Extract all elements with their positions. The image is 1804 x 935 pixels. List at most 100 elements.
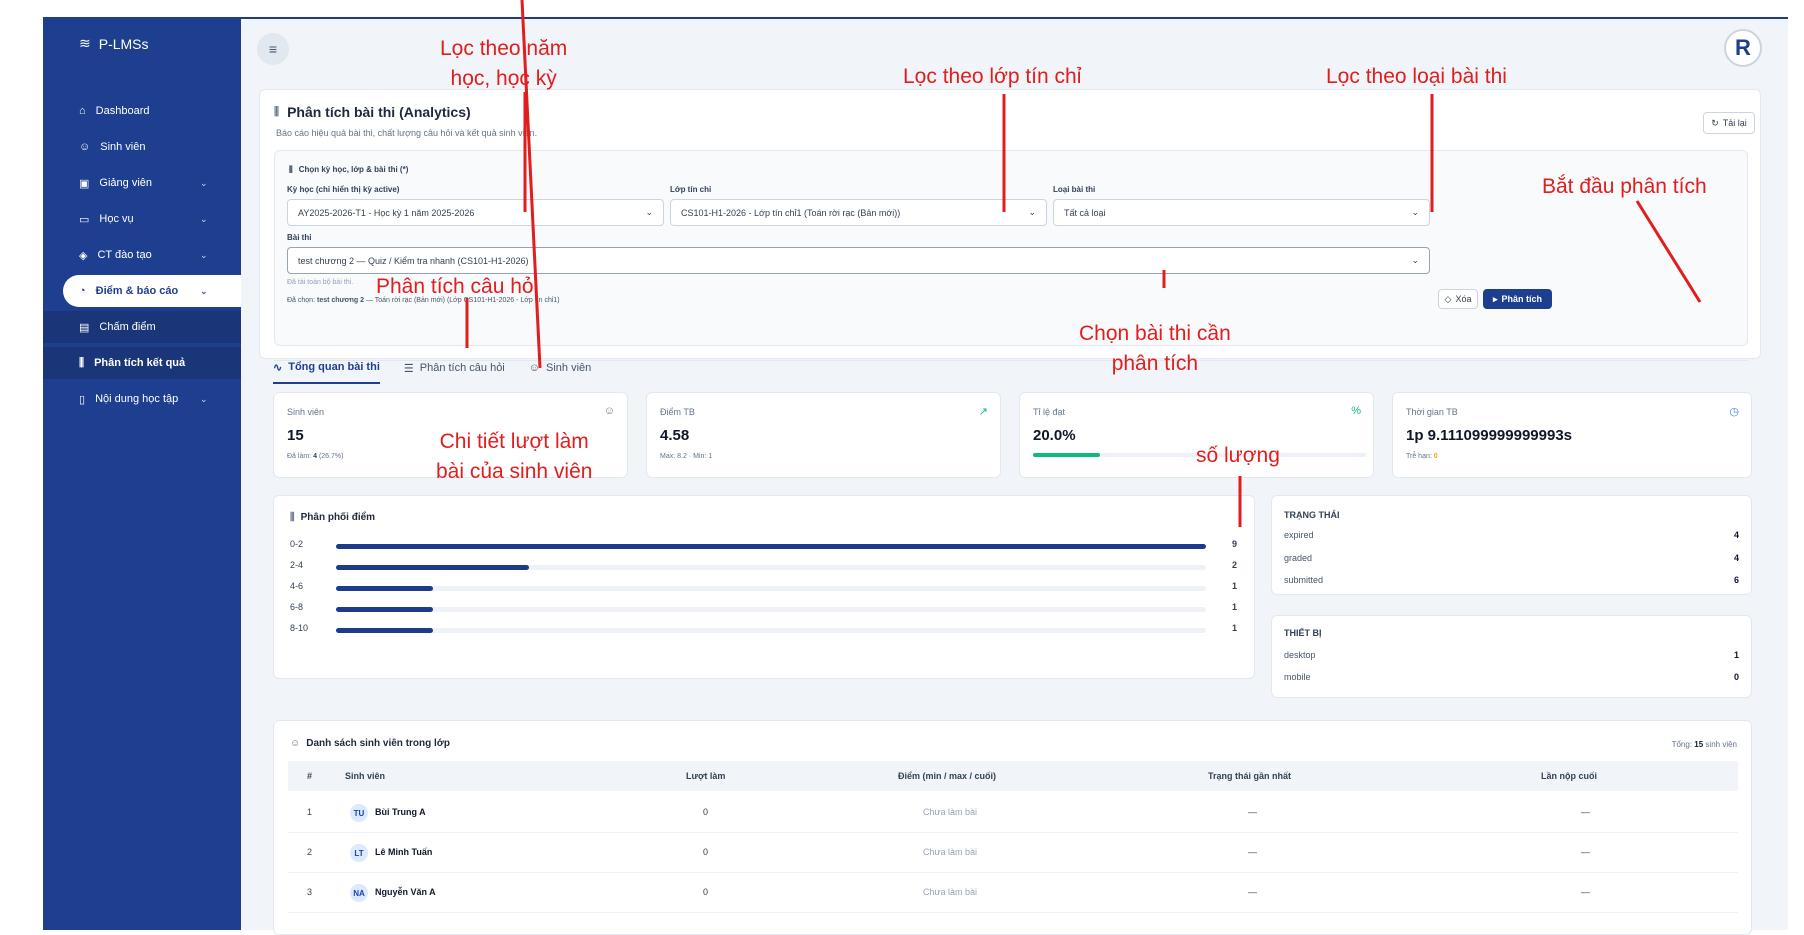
annotation-semester: Lọc theo năm học, học kỳ: [440, 37, 568, 90]
distribution-bar: [336, 544, 1206, 549]
selected-prefix: Đã chọn:: [287, 297, 316, 304]
refresh-icon: ↻: [1711, 117, 1719, 128]
exam-value: test chương 2 — Quiz / Kiểm tra nhanh (C…: [298, 255, 529, 266]
clear-button[interactable]: ◇ Xóa: [1438, 289, 1478, 309]
brand-name: P-LMSs: [98, 35, 149, 52]
distribution-bar: [336, 586, 433, 591]
student-list-title-text: Danh sách sinh viên trong lớp: [306, 738, 451, 749]
range-label: 6-8: [290, 602, 304, 612]
table-row[interactable]: 3 NA Nguyễn Văn A 0 Chưa làm bài — —: [288, 873, 1738, 913]
distribution-track: [336, 586, 1206, 591]
avatar: TU: [350, 804, 368, 822]
device-row-label: mobile: [1284, 672, 1311, 682]
status-cell: —: [1248, 847, 1257, 857]
device-row-label: desktop: [1284, 650, 1316, 660]
sidebar-item-lecturers[interactable]: ▣ Giảng viên ⌄: [43, 167, 241, 199]
column-header: Sinh viên: [345, 771, 386, 781]
sidebar-item-label: CT đào tạo: [97, 249, 152, 261]
exam-label: Bài thi: [287, 233, 312, 242]
tab-question-analysis[interactable]: ☰ Phân tích câu hỏi: [404, 352, 505, 384]
chevron-down-icon: ⌄: [200, 177, 208, 188]
tab-students[interactable]: ☺ Sinh viên: [529, 352, 592, 384]
sidebar-item-curriculum[interactable]: ◈ CT đào tạo ⌄: [43, 239, 241, 271]
stat-sub: Max: 8.2 · Min: 1: [660, 453, 713, 460]
topbar: ≡ R: [243, 17, 1788, 77]
class-select[interactable]: CS101-H1-2026 - Lớp tín chỉ1 (Toán rời r…: [670, 199, 1047, 226]
row-number: 2: [307, 847, 313, 857]
status-row: submitted 6: [1284, 575, 1739, 585]
page-title: ⫼ Phân tích bài thi (Analytics): [274, 104, 471, 120]
status-row-label: graded: [1284, 553, 1313, 563]
sidebar-item-label: Nội dung học tập: [95, 393, 179, 405]
status-cell: —: [1248, 887, 1257, 897]
analyze-button[interactable]: ▸ Phân tích: [1483, 289, 1552, 309]
menu-toggle-button[interactable]: ≡: [257, 33, 289, 65]
clock-icon: ◷: [1729, 406, 1739, 418]
tab-overview[interactable]: ∿ Tổng quan bài thi: [273, 352, 380, 384]
app-logo[interactable]: R: [1724, 29, 1762, 67]
table-row[interactable]: 2 LT Lê Minh Tuấn 0 Chưa làm bài — —: [288, 833, 1738, 873]
device-row-count: 1: [1733, 650, 1739, 660]
last-submit-cell: —: [1581, 807, 1590, 817]
stat-sub: Trễ hạn: 0: [1406, 453, 1438, 460]
column-header: Lần nộp cuối: [1541, 771, 1597, 781]
column-header: Trạng thái gần nhất: [1208, 771, 1292, 781]
chevron-down-icon: ⌄: [645, 207, 653, 217]
chevron-down-icon: ⌄: [1411, 255, 1419, 265]
chevron-down-icon: ⌄: [1028, 207, 1036, 217]
stat-value: 1p 9.111099999999993s: [1406, 427, 1573, 444]
attempt-count: 0: [703, 847, 709, 857]
filter-section-label: Chọn kỳ học, lớp & bài thi (*): [298, 165, 409, 174]
status-row-label: submitted: [1284, 575, 1324, 585]
class-value: CS101-H1-2026 - Lớp tín chỉ1 (Toán rời r…: [681, 207, 901, 218]
reload-button[interactable]: ↻ Tải lại: [1703, 112, 1755, 134]
clipboard-icon: ▤: [79, 321, 90, 334]
bar-chart-icon: ⫼: [290, 512, 295, 523]
sidebar-item-label: Giảng viên: [99, 177, 152, 189]
exam-type-label: Loại bài thi: [1053, 185, 1096, 194]
filter-section-title: ⫼ Chọn kỳ học, lớp & bài thi (*): [289, 165, 408, 175]
attempt-count: 0: [703, 887, 709, 897]
brand[interactable]: ≋ P-LMSs: [79, 35, 149, 52]
sidebar-item-result-analysis[interactable]: ⫼ Phân tích kết quả: [43, 347, 241, 379]
score-cell: Chưa làm bài: [923, 807, 978, 817]
pie-chart-icon: ◔: [79, 285, 86, 297]
users-icon: ☺: [79, 141, 91, 153]
table-row[interactable]: 1 TU Bùi Trung A 0 Chưa làm bài — —: [288, 793, 1738, 833]
sidebar-item-content[interactable]: ▯ Nội dung học tập ⌄: [43, 383, 241, 415]
clear-label: Xóa: [1455, 294, 1472, 304]
range-count: 1: [1232, 602, 1238, 612]
sidebar-item-grading[interactable]: ▤ Chấm điểm: [43, 311, 241, 343]
range-count: 9: [1232, 539, 1238, 549]
student-name: Lê Minh Tuấn: [375, 847, 433, 857]
student-name: Bùi Trung A: [375, 807, 426, 817]
exam-select[interactable]: test chương 2 — Quiz / Kiểm tra nhanh (C…: [287, 247, 1430, 274]
device-row: mobile 0: [1284, 672, 1739, 682]
device-card: THIẾT BỊ desktop 1 mobile 0: [1271, 615, 1752, 698]
stat-card-students: Sinh viên ☺ 15 Đã làm: 4 (26.7%): [273, 392, 628, 478]
pass-rate-fill: [1033, 453, 1100, 457]
book-icon: ▭: [79, 213, 90, 226]
exam-type-select[interactable]: Tất cả loại ⌄: [1053, 199, 1430, 226]
percent-icon: %: [1351, 405, 1361, 417]
filter-panel: ⫼ Chọn kỳ học, lớp & bài thi (*) Kỳ học (…: [274, 150, 1748, 346]
semester-select[interactable]: AY2025-2026-T1 - Học kỳ 1 năm 2025-2026 ⌄: [287, 199, 664, 226]
stat-sub-prefix: Đã làm:: [287, 453, 312, 460]
stat-card-avg-time: Thời gian TB ◷ 1p 9.111099999999993s Trễ…: [1392, 392, 1752, 478]
class-label: Lớp tín chỉ: [670, 185, 712, 194]
filter-card: ⫼ Phân tích bài thi (Analytics) Báo cáo …: [259, 89, 1761, 361]
sidebar-item-grades-reports[interactable]: ◔ Điểm & báo cáo ⌄: [63, 275, 241, 307]
student-list-card: ☺ Danh sách sinh viên trong lớp Tổng: 15 …: [273, 720, 1752, 935]
status-row: graded 4: [1284, 553, 1739, 563]
total-value: 15: [1694, 740, 1704, 749]
sidebar-item-academic[interactable]: ▭ Học vụ ⌄: [43, 203, 241, 235]
status-row: expired 4: [1284, 530, 1739, 540]
total-suffix: sinh viên: [1705, 740, 1737, 749]
exam-type-value: Tất cả loại: [1064, 207, 1106, 218]
last-submit-cell: —: [1581, 887, 1590, 897]
sidebar-item-dashboard[interactable]: ⌂ Dashboard: [43, 95, 241, 127]
document-icon: ▯: [79, 393, 86, 406]
sidebar-item-students[interactable]: ☺ Sinh viên: [43, 131, 241, 163]
stat-sub-suffix: (26.7%): [318, 453, 344, 460]
